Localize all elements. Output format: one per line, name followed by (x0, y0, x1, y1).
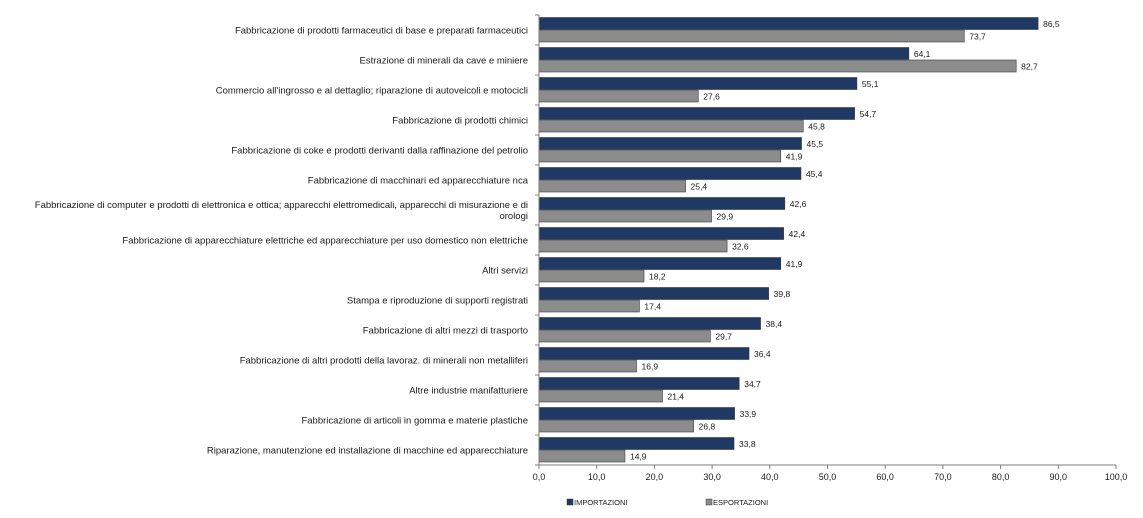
import-bar (538, 377, 740, 390)
export-value-label: 41,9 (786, 152, 803, 162)
import-value-label: 45,5 (807, 139, 824, 149)
export-bar (538, 329, 711, 343)
category-label: Fabbricazione di altri prodotti della la… (240, 356, 528, 367)
x-tick-label: 10,0 (588, 472, 606, 482)
import-bar (538, 77, 858, 90)
import-bar (538, 317, 761, 330)
category-label: Altre industrie manifatturiere (409, 386, 528, 397)
export-bar (538, 59, 1017, 73)
category-label: Stampa e riproduzione di supporti regist… (347, 296, 528, 307)
export-value-label: 21,4 (667, 392, 684, 402)
legend-swatch-importazioni (566, 498, 574, 506)
import-value-label: 45,4 (806, 169, 823, 179)
import-bar (538, 287, 769, 300)
import-value-label: 54,7 (860, 109, 877, 119)
export-value-label: 17,4 (644, 302, 661, 312)
category-label: Fabbricazione di prodotti farmaceutici d… (235, 26, 528, 37)
category-label: Riparazione, manutenzione ed installazio… (207, 446, 528, 457)
import-value-label: 33,8 (739, 439, 756, 449)
bars-layer: 86,5 73,7 64,1 82,7 55,1 27,6 54,7 45,8 45,5 41,9… (538, 17, 1060, 463)
category-label: Altri servizi (482, 266, 528, 277)
x-tick-label: 100,0 (1105, 472, 1128, 482)
import-bar (538, 437, 735, 450)
export-bar (538, 419, 694, 433)
export-bar (538, 149, 782, 163)
import-value-label: 42,4 (789, 229, 806, 239)
legend-label-importazioni: IMPORTAZIONI (574, 498, 627, 507)
export-value-label: 45,8 (808, 122, 825, 132)
import-bar (538, 107, 855, 120)
import-bar (538, 227, 784, 240)
export-bar (538, 359, 637, 373)
x-tick-label: 70,0 (934, 472, 952, 482)
category-label: Fabbricazione di apparecchiature elettri… (122, 236, 528, 247)
x-tick-label: 40,0 (761, 472, 779, 482)
legend-label-esportazioni: ESPORTAZIONI (713, 498, 768, 507)
export-bar (538, 89, 699, 103)
export-bar (538, 449, 626, 463)
x-tick-label: 20,0 (646, 472, 664, 482)
import-value-label: 41,9 (786, 259, 803, 269)
import-bar (538, 47, 910, 60)
export-bar (538, 239, 728, 253)
export-value-label: 26,8 (699, 422, 716, 432)
category-label: Fabbricazione di computer e prodotti di … (35, 200, 528, 222)
x-tick-label: 60,0 (876, 472, 894, 482)
x-tick-label: 30,0 (703, 472, 721, 482)
category-label: Estrazione di minerali da cave e miniere (360, 56, 528, 67)
import-bar (538, 257, 782, 270)
import-value-label: 55,1 (862, 79, 879, 89)
import-value-label: 39,8 (774, 289, 791, 299)
export-value-label: 82,7 (1021, 62, 1038, 72)
import-value-label: 33,9 (740, 409, 757, 419)
export-value-label: 16,9 (642, 362, 659, 372)
export-bar (538, 389, 663, 403)
category-labels: Fabbricazione di prodotti farmaceutici d… (35, 26, 529, 457)
import-bar (538, 347, 750, 360)
export-bar (538, 29, 965, 43)
import-value-label: 38,4 (766, 319, 783, 329)
import-bar (538, 137, 802, 150)
x-axis: 0,0 10,0 20,0 30,0 40,0 50,0 60,0 70,0 80,0 90,0 1… (533, 14, 1128, 482)
x-tick-label: 90,0 (1050, 472, 1068, 482)
legend-swatch-esportazioni (705, 498, 713, 506)
export-value-label: 14,9 (630, 452, 647, 462)
category-label: Fabbricazione di altri mezzi di trasport… (363, 326, 528, 337)
category-label: Commercio all'ingrosso e al dettaglio; r… (216, 86, 528, 97)
export-bar (538, 209, 712, 223)
x-tick-label: 80,0 (992, 472, 1010, 482)
export-bar (538, 269, 645, 283)
import-value-label: 36,4 (754, 349, 771, 359)
export-value-label: 18,2 (649, 272, 666, 282)
export-value-label: 29,7 (715, 332, 732, 342)
category-label: Fabbricazione di coke e prodotti derivan… (231, 146, 528, 157)
export-value-label: 73,7 (969, 32, 986, 42)
export-bar (538, 299, 640, 313)
legend: IMPORTAZIONI ESPORTAZIONI (566, 498, 768, 507)
category-label: Fabbricazione di macchinari ed apparecch… (308, 176, 529, 187)
x-tick-label: 0,0 (533, 472, 546, 482)
export-bar (538, 179, 686, 193)
export-value-label: 27,6 (703, 92, 720, 102)
export-value-label: 25,4 (691, 182, 708, 192)
import-bar (538, 17, 1039, 30)
category-label: Fabbricazione di articoli in gomma e mat… (301, 416, 528, 427)
x-tick-label: 50,0 (819, 472, 837, 482)
export-value-label: 29,9 (717, 212, 734, 222)
import-bar (538, 407, 735, 420)
import-value-label: 86,5 (1043, 19, 1060, 29)
import-value-label: 42,6 (790, 199, 807, 209)
import-value-label: 64,1 (914, 49, 931, 59)
category-label: Fabbricazione di prodotti chimici (392, 116, 528, 127)
import-value-label: 34,7 (744, 379, 761, 389)
import-bar (538, 167, 802, 180)
export-value-label: 32,6 (732, 242, 749, 252)
export-bar (538, 119, 804, 133)
import-bar (538, 197, 786, 210)
